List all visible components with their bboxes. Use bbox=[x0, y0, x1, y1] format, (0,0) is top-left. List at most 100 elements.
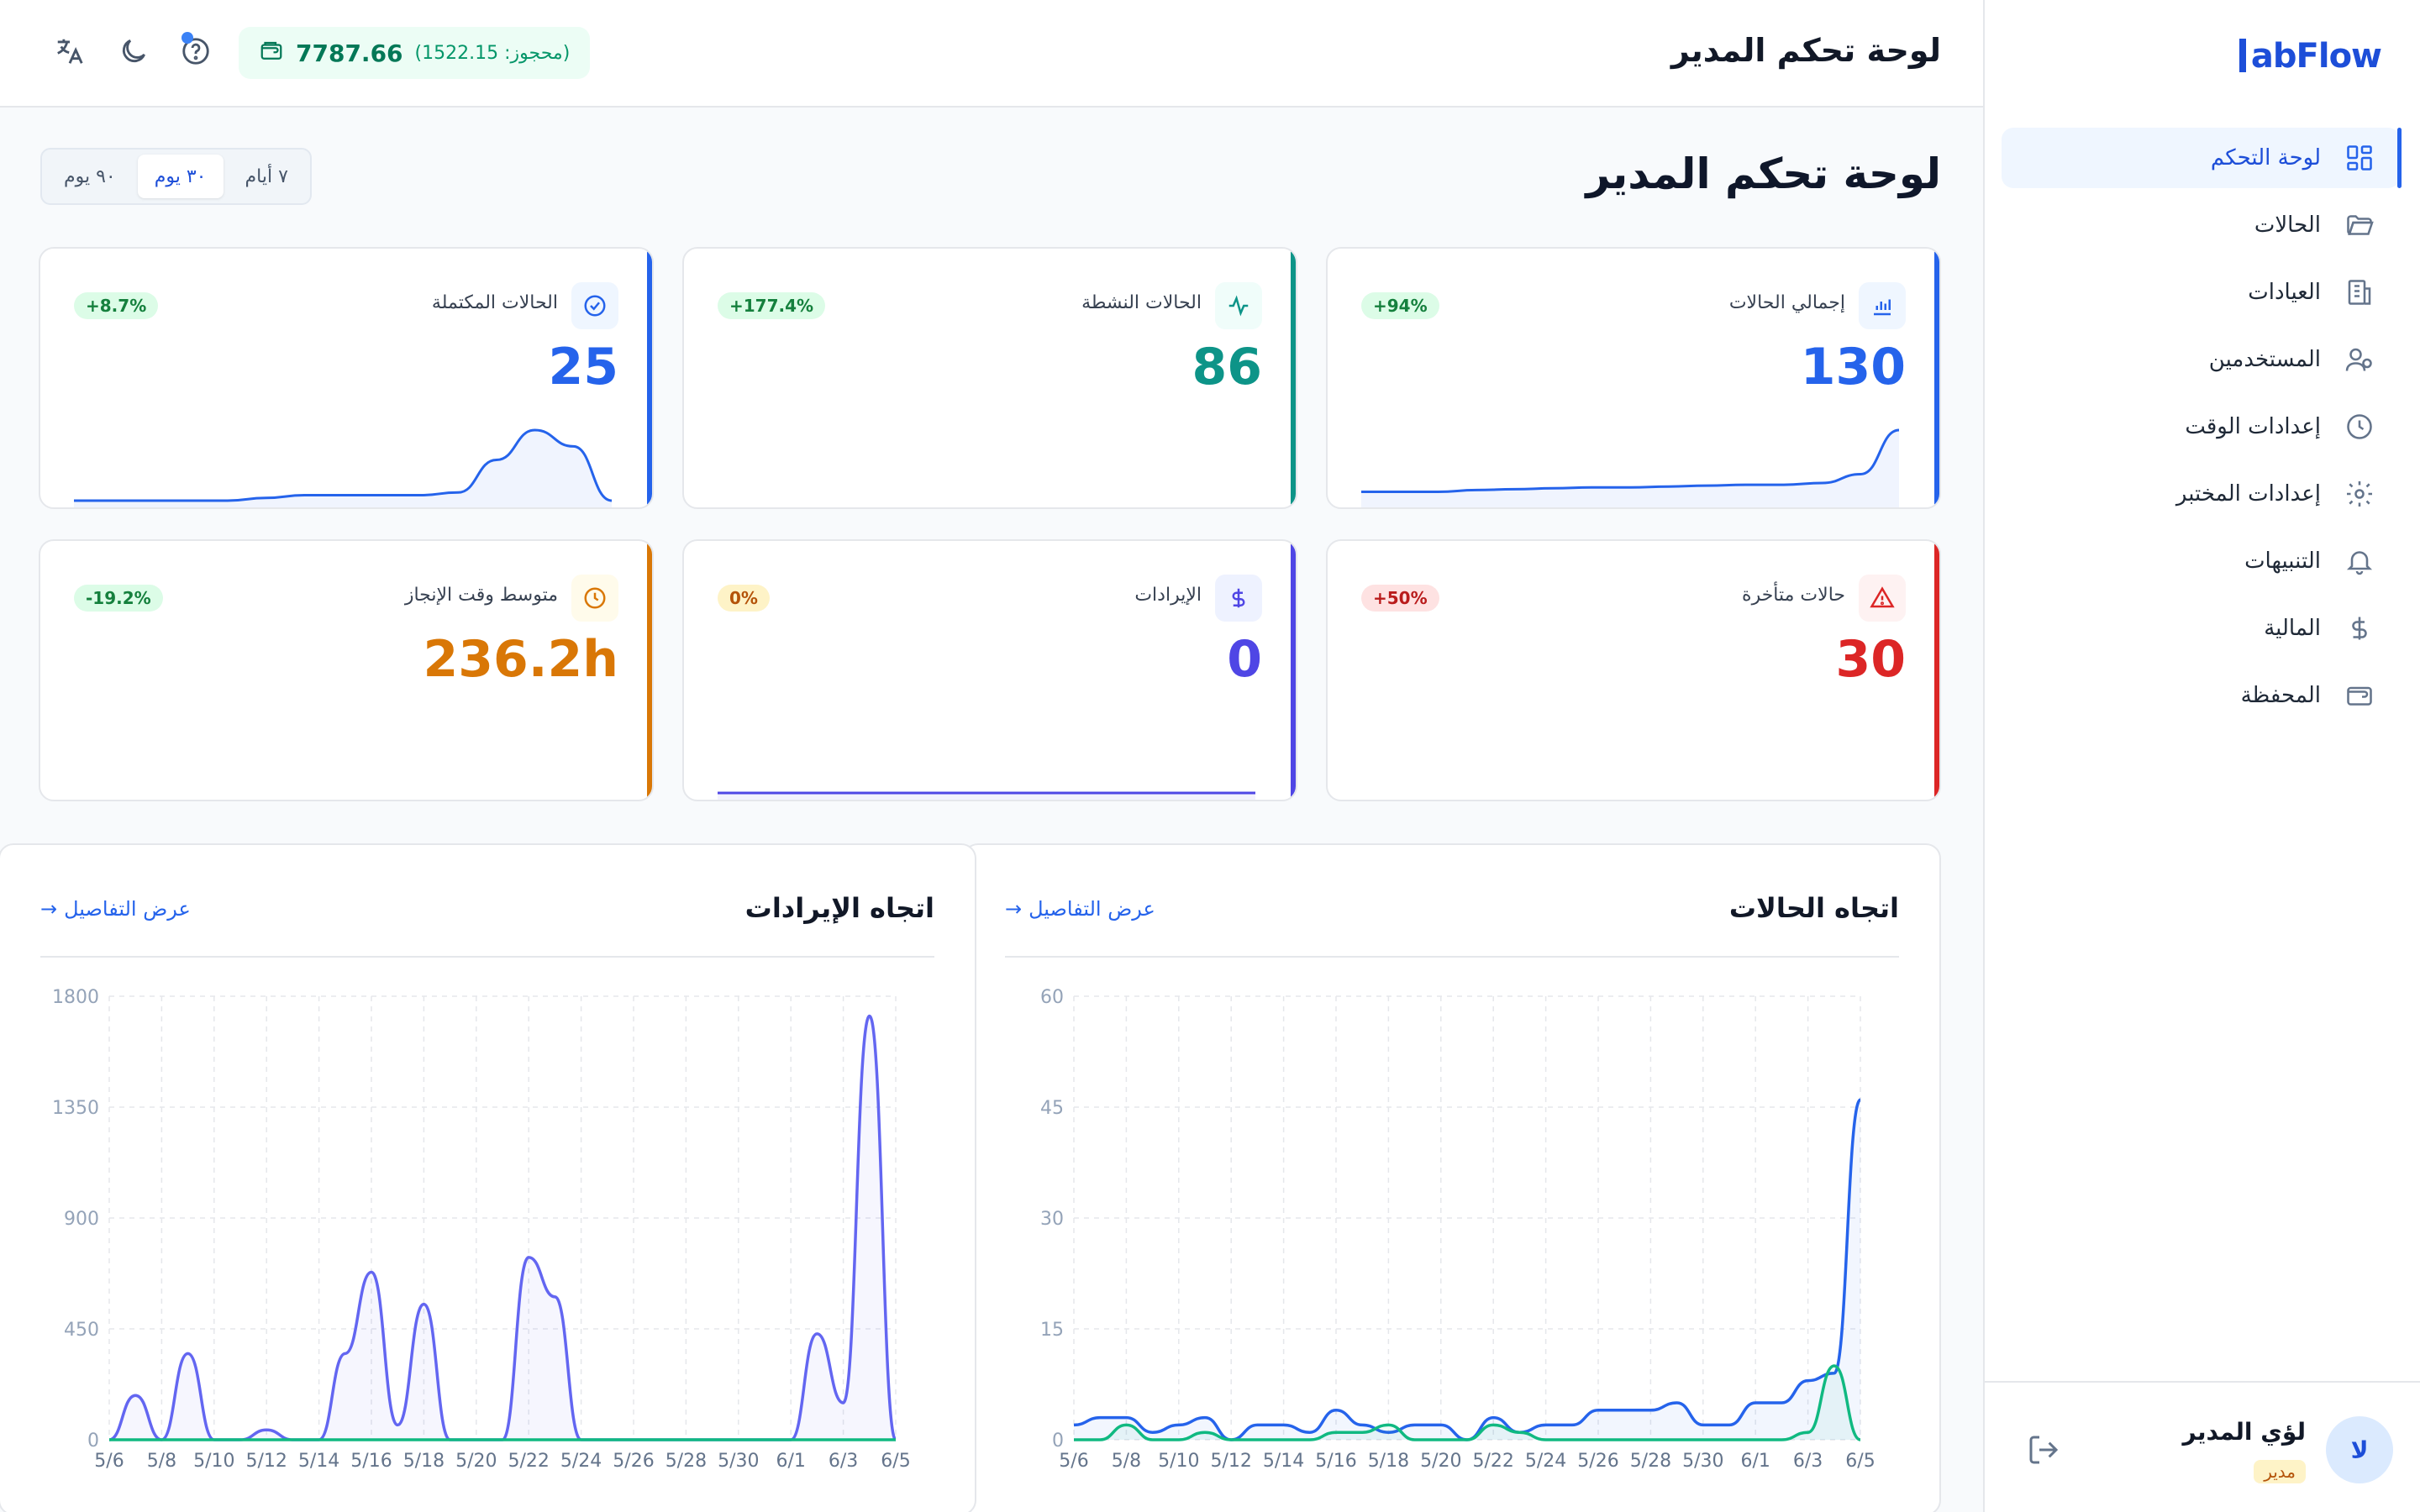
sidebar-item-1[interactable]: الحالات bbox=[2002, 195, 2400, 255]
x-tick-label: 5/24 bbox=[560, 1451, 602, 1472]
sidebar-item-8[interactable]: المحفظة bbox=[2002, 665, 2400, 726]
sidebar-item-label: المستخدمين bbox=[2208, 347, 2321, 372]
sidebar-item-label: المالية bbox=[2264, 616, 2321, 641]
cases-view-details-link[interactable]: عرض التفاصيل → bbox=[1005, 897, 1155, 921]
x-tick-label: 5/28 bbox=[666, 1451, 707, 1472]
y-tick-label: 0 bbox=[87, 1431, 99, 1452]
sidebar-item-label: العيادات bbox=[2248, 280, 2321, 305]
wallet-balance-chip[interactable]: (محجوز: 1522.15) 7787.66 bbox=[239, 27, 591, 79]
x-tick-label: 5/12 bbox=[245, 1451, 287, 1472]
x-tick-label: 5/22 bbox=[508, 1451, 549, 1472]
sparkline-area bbox=[1361, 430, 1899, 507]
translate-icon[interactable] bbox=[52, 35, 86, 69]
logo[interactable]: abFlow bbox=[2238, 37, 2382, 76]
x-tick-label: 5/30 bbox=[1682, 1451, 1723, 1472]
sidebar-footer: لا لؤي المدير مدير bbox=[1985, 1381, 2420, 1512]
x-tick-label: 5/12 bbox=[1210, 1451, 1251, 1472]
stat-card-2[interactable]: الحالات المكتملة +8.7% 25 bbox=[39, 247, 654, 509]
x-tick-label: 5/14 bbox=[298, 1451, 339, 1472]
stat-value: 236.2h bbox=[423, 630, 619, 689]
arrow-left-icon: → bbox=[1005, 897, 1023, 921]
sparkline-line bbox=[1361, 428, 1899, 493]
sidebar-item-4[interactable]: إعدادات الوقت bbox=[2002, 396, 2400, 457]
user-role-badge: مدير bbox=[2254, 1460, 2306, 1483]
y-tick-label: 60 bbox=[1040, 987, 1064, 1008]
x-tick-label: 6/5 bbox=[1845, 1451, 1875, 1472]
header-title: لوحة تحكم المدير bbox=[1670, 32, 1941, 69]
x-tick-label: 5/26 bbox=[1577, 1451, 1618, 1472]
bell-icon bbox=[2343, 544, 2376, 578]
top-header: لوحة تحكم المدير (محجوز: 1522.15) 7787.6… bbox=[0, 0, 1983, 108]
sidebar-item-label: إعدادات المختبر bbox=[2175, 481, 2321, 507]
avatar[interactable]: لا bbox=[2326, 1416, 2393, 1483]
x-tick-label: 5/18 bbox=[403, 1451, 445, 1472]
stat-card-4[interactable]: الإيرادات 0% 0 bbox=[682, 539, 1297, 801]
x-tick-label: 6/1 bbox=[1740, 1451, 1770, 1472]
stat-change-badge: +50% bbox=[1361, 585, 1439, 612]
x-tick-label: 5/10 bbox=[1158, 1451, 1199, 1472]
stat-accent-bar bbox=[1934, 541, 1939, 800]
dashboard-icon bbox=[2343, 141, 2376, 175]
range-option-0[interactable]: ٧ أيام bbox=[245, 165, 288, 187]
clock-icon bbox=[2343, 410, 2376, 444]
stat-card-1[interactable]: الحالات النشطة +177.4% 86 bbox=[682, 247, 1297, 509]
sidebar-item-2[interactable]: العيادات bbox=[2002, 262, 2400, 323]
sidebar-item-5[interactable]: إعدادات المختبر bbox=[2002, 464, 2400, 524]
building-icon bbox=[2343, 276, 2376, 309]
y-tick-label: 900 bbox=[64, 1209, 99, 1230]
y-tick-label: 45 bbox=[1040, 1098, 1064, 1119]
sidebar-item-label: التنبيهات bbox=[2244, 549, 2321, 574]
sidebar-item-label: لوحة التحكم bbox=[2210, 145, 2321, 171]
cases-trend-title: اتجاه الحالات bbox=[1728, 892, 1899, 924]
stat-label: إجمالي الحالات bbox=[1728, 292, 1845, 313]
x-tick-label: 5/18 bbox=[1368, 1451, 1409, 1472]
date-range-toggle: ٧ أيام ٣٠ يوم ٩٠ يوم bbox=[40, 148, 312, 205]
range-option-1[interactable]: ٣٠ يوم bbox=[137, 155, 224, 198]
stat-accent-bar bbox=[1291, 541, 1296, 800]
cases-trend-chart: 0 15 30 45 60 5/6 5/8 5/10 5/12 5/14 5/16 5/18 5/20 5… bbox=[1040, 987, 1876, 1472]
stat-card-0[interactable]: إجمالي الحالات +94% 130 bbox=[1326, 247, 1941, 509]
revenue-trend-card: اتجاه الإيرادات عرض التفاصيل → 0 450 900 13… bbox=[0, 843, 976, 1512]
stat-change-badge: +94% bbox=[1361, 292, 1439, 319]
x-tick-label: 5/20 bbox=[1420, 1451, 1461, 1472]
stat-value: 30 bbox=[1835, 630, 1907, 689]
alert-triangle-icon bbox=[1859, 575, 1906, 622]
stat-card-3[interactable]: حالات متأخرة +50% 30 bbox=[1326, 539, 1941, 801]
stat-value: 86 bbox=[1192, 338, 1263, 396]
clock-icon bbox=[571, 575, 618, 622]
stat-value: 0 bbox=[1227, 630, 1262, 689]
revenue-view-details-link[interactable]: عرض التفاصيل → bbox=[40, 897, 191, 921]
dark-mode-moon-icon[interactable] bbox=[116, 35, 150, 69]
range-option-2[interactable]: ٩٠ يوم bbox=[64, 165, 116, 187]
help-icon[interactable] bbox=[178, 32, 212, 69]
logout-icon[interactable] bbox=[2027, 1433, 2060, 1467]
series-area-0 bbox=[109, 1016, 896, 1440]
series-area-0 bbox=[1074, 1100, 1860, 1440]
x-tick-label: 5/28 bbox=[1630, 1451, 1671, 1472]
stat-label: متوسط وقت الإنجاز bbox=[404, 585, 558, 606]
stat-card-5[interactable]: متوسط وقت الإنجاز -19.2% 236.2h bbox=[39, 539, 654, 801]
sparkline-line bbox=[74, 428, 612, 502]
wallet-icon bbox=[2343, 679, 2376, 712]
x-tick-label: 5/16 bbox=[1315, 1451, 1356, 1472]
dollar-icon bbox=[1215, 575, 1262, 622]
x-tick-label: 5/22 bbox=[1472, 1451, 1513, 1472]
revenue-trend-title: اتجاه الإيرادات bbox=[744, 892, 934, 924]
x-tick-label: 5/8 bbox=[147, 1451, 176, 1472]
sidebar-item-7[interactable]: المالية bbox=[2002, 598, 2400, 659]
sidebar-item-3[interactable]: المستخدمين bbox=[2002, 329, 2400, 390]
sidebar-item-0[interactable]: لوحة التحكم bbox=[2002, 128, 2402, 188]
logo-initial-bar bbox=[2238, 39, 2246, 72]
dollar-icon bbox=[2343, 612, 2376, 645]
stat-accent-bar bbox=[1291, 249, 1296, 507]
stat-label: حالات متأخرة bbox=[1742, 585, 1845, 606]
x-tick-label: 5/30 bbox=[718, 1451, 759, 1472]
stat-value: 130 bbox=[1800, 338, 1906, 396]
stat-value: 25 bbox=[548, 338, 619, 396]
sidebar-item-6[interactable]: التنبيهات bbox=[2002, 531, 2400, 591]
stat-change-badge: +8.7% bbox=[74, 292, 159, 319]
page-title: لوحة تحكم المدير bbox=[1586, 150, 1941, 198]
stat-label: الحالات المكتملة bbox=[431, 292, 558, 313]
x-tick-label: 5/10 bbox=[193, 1451, 234, 1472]
stat-change-badge: -19.2% bbox=[74, 585, 163, 612]
